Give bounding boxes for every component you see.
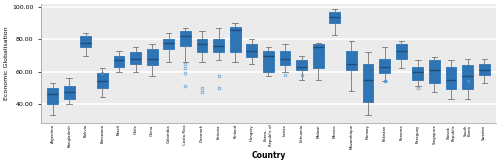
- PathPatch shape: [346, 51, 357, 70]
- PathPatch shape: [479, 63, 490, 75]
- PathPatch shape: [164, 40, 174, 49]
- PathPatch shape: [213, 40, 224, 52]
- Y-axis label: Economic Globalisation: Economic Globalisation: [4, 27, 9, 100]
- PathPatch shape: [362, 63, 374, 102]
- PathPatch shape: [246, 44, 257, 57]
- PathPatch shape: [462, 65, 473, 89]
- PathPatch shape: [280, 51, 290, 65]
- PathPatch shape: [313, 44, 324, 68]
- PathPatch shape: [446, 67, 456, 89]
- X-axis label: Country: Country: [251, 151, 286, 160]
- PathPatch shape: [64, 86, 74, 99]
- PathPatch shape: [379, 59, 390, 73]
- PathPatch shape: [296, 60, 307, 70]
- PathPatch shape: [412, 67, 423, 80]
- PathPatch shape: [80, 36, 91, 48]
- PathPatch shape: [130, 52, 141, 63]
- PathPatch shape: [114, 56, 124, 67]
- PathPatch shape: [47, 88, 58, 104]
- PathPatch shape: [97, 73, 108, 88]
- PathPatch shape: [196, 40, 207, 52]
- PathPatch shape: [330, 12, 340, 23]
- PathPatch shape: [230, 27, 240, 52]
- PathPatch shape: [429, 60, 440, 83]
- PathPatch shape: [396, 44, 406, 59]
- PathPatch shape: [263, 51, 274, 72]
- PathPatch shape: [180, 31, 191, 46]
- PathPatch shape: [147, 49, 158, 65]
